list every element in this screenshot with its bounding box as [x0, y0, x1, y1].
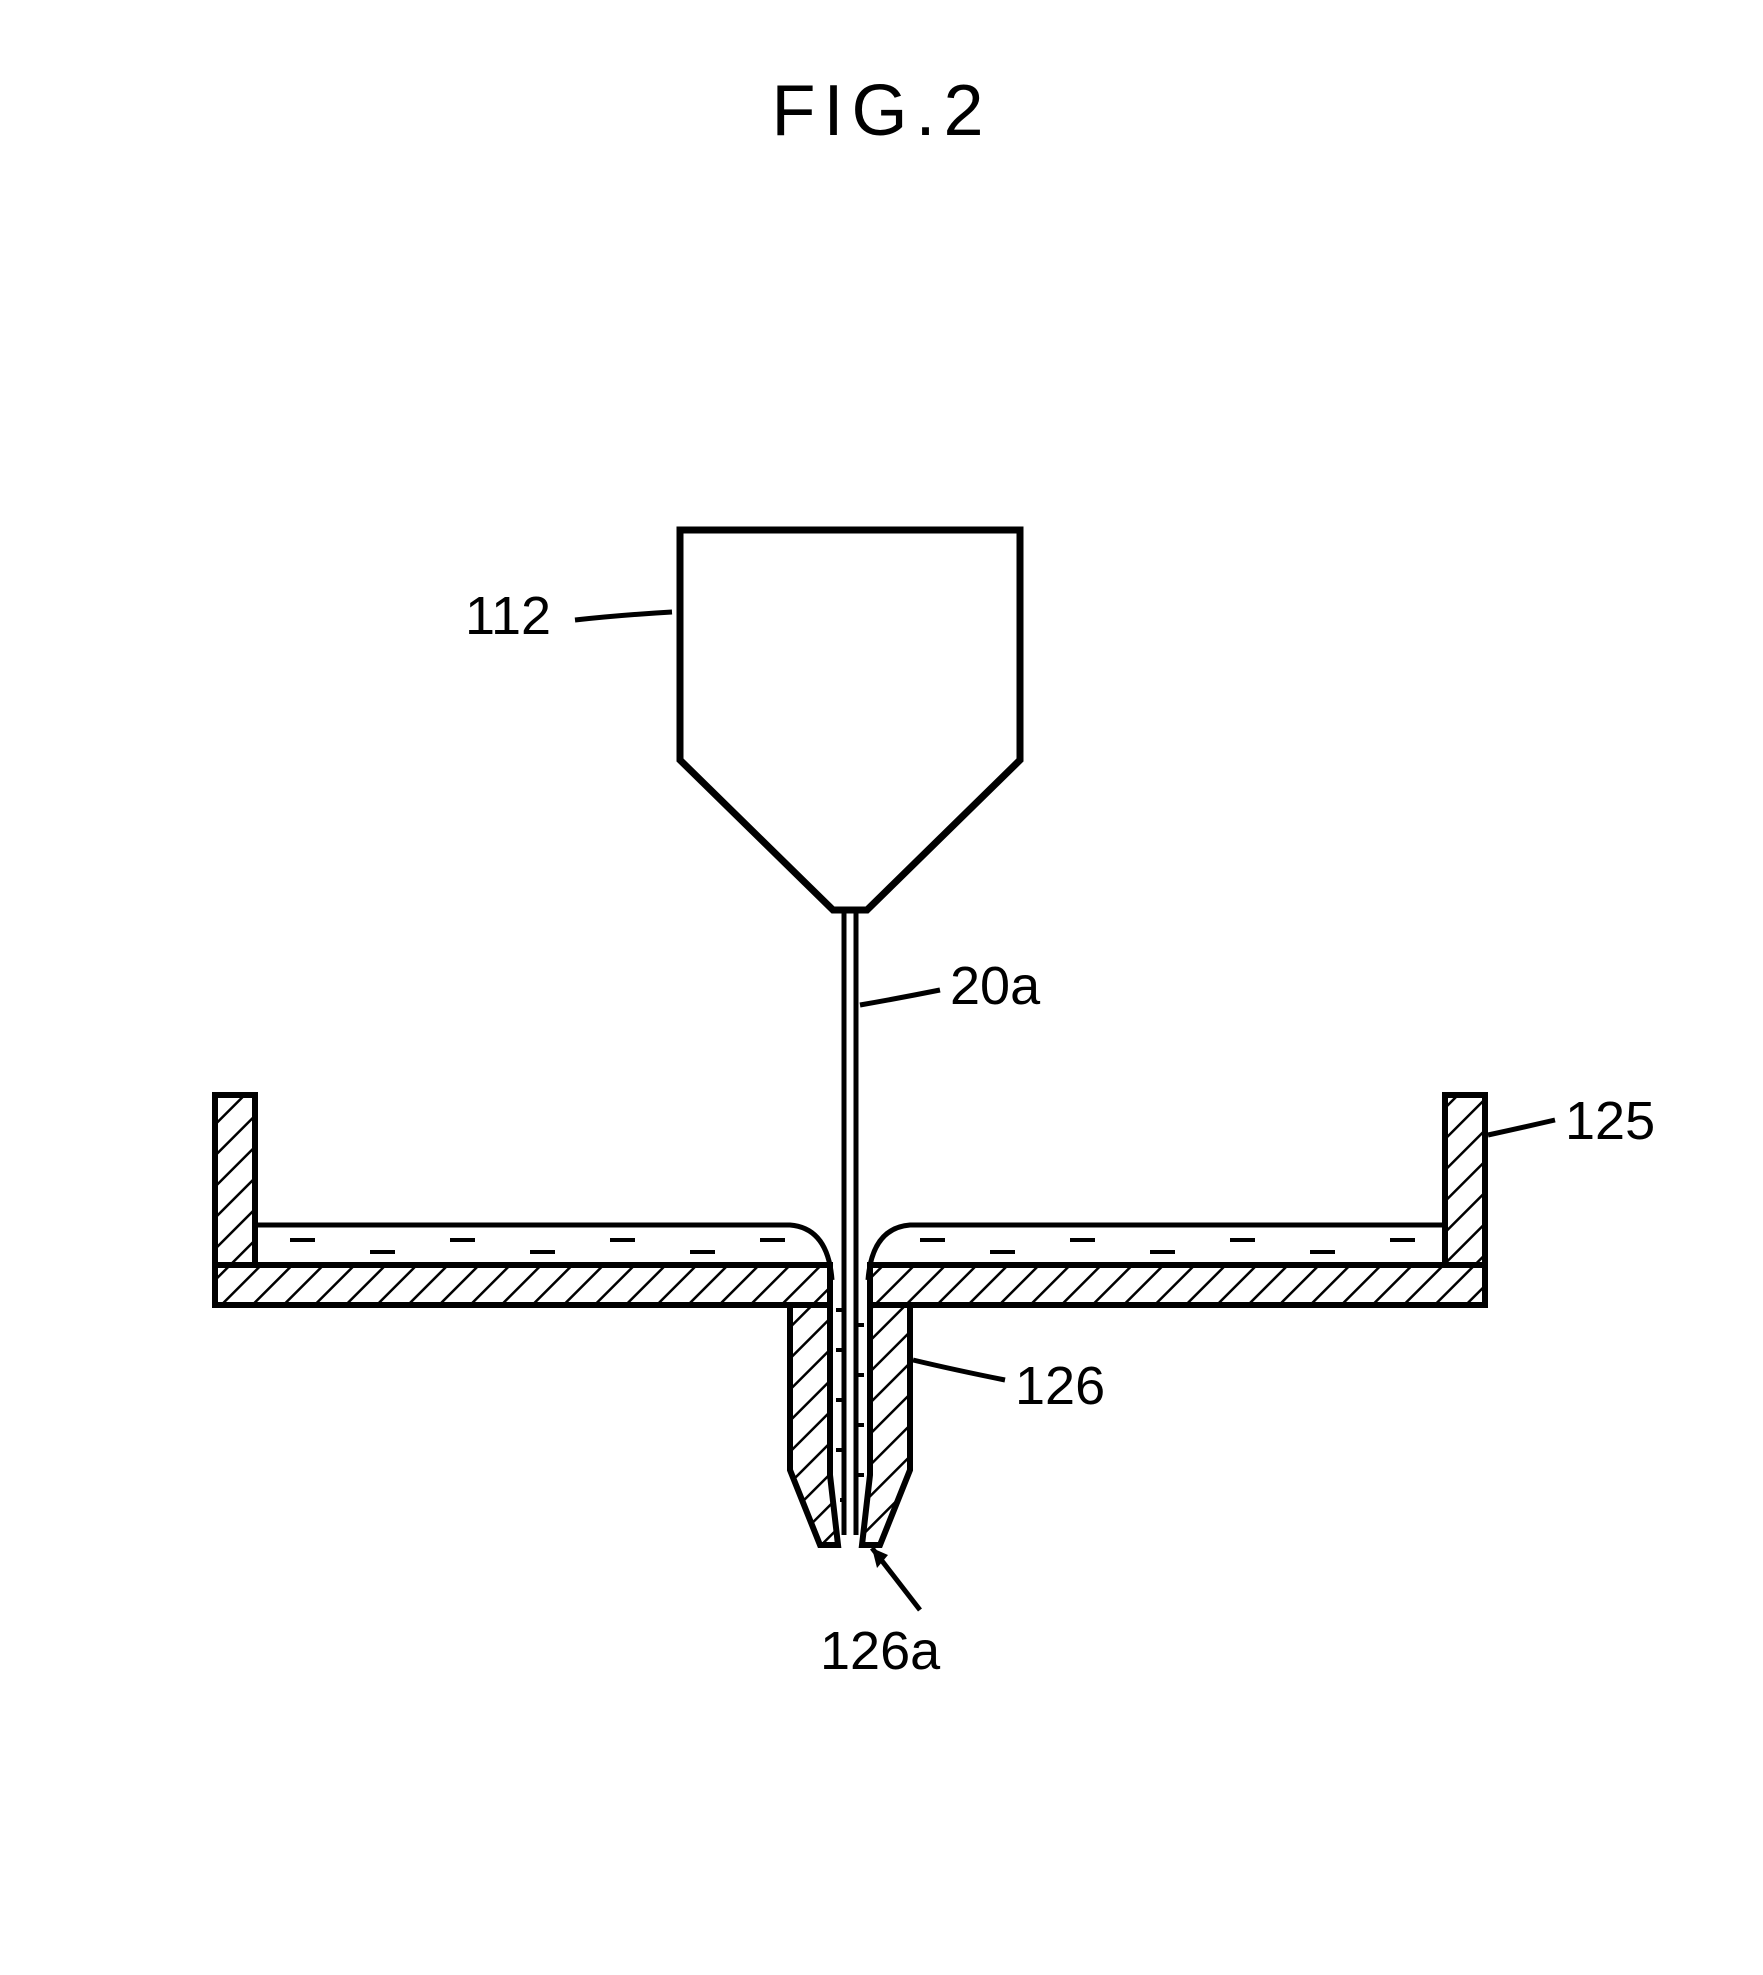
tray-left-wall	[215, 1095, 255, 1265]
tray-right-wall	[1445, 1095, 1485, 1265]
tray-bottom-left	[215, 1265, 830, 1305]
label-112: 112	[465, 585, 551, 647]
figure-container: FIG.2	[0, 0, 1763, 1975]
leader-20a	[860, 990, 940, 1005]
liquid-dashes-tray	[290, 1240, 1415, 1252]
leader-126	[913, 1360, 1005, 1380]
tube-right-wall	[862, 1305, 910, 1545]
tube-left-wall	[790, 1305, 838, 1545]
leader-125	[1488, 1120, 1555, 1135]
label-126a: 126a	[820, 1620, 940, 1682]
label-20a: 20a	[950, 955, 1040, 1017]
label-125: 125	[1565, 1090, 1655, 1152]
leader-112	[575, 612, 672, 620]
funnel-shape	[680, 530, 1020, 910]
tray-bottom-right	[870, 1265, 1485, 1305]
liquid-dashes-tube	[836, 1310, 864, 1500]
label-126: 126	[1015, 1355, 1105, 1417]
